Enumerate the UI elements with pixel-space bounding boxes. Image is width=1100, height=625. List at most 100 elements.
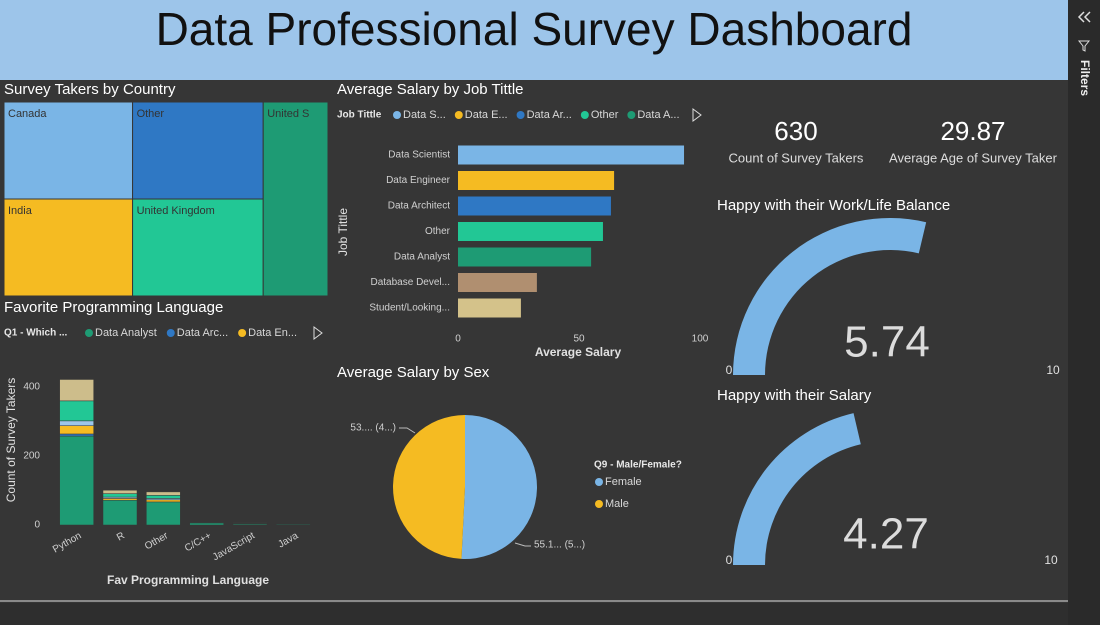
legend-label: Male	[605, 498, 629, 510]
legend-label: Other	[591, 109, 619, 121]
legend-label: Female	[605, 476, 642, 488]
gauge-min: 0	[726, 363, 733, 377]
filters-label[interactable]: Filters	[1078, 60, 1092, 96]
gauge-value: 5.74	[844, 318, 930, 367]
legend-label: Data Analyst	[95, 327, 157, 339]
leader-line	[514, 542, 531, 547]
y-axis-title: Job Tittle	[336, 208, 350, 256]
bar	[458, 145, 685, 165]
pie-slice	[392, 415, 465, 559]
kpi-value: 29.87	[940, 116, 1005, 146]
legend-next[interactable]	[313, 326, 323, 340]
legend-dot	[580, 111, 589, 119]
leader-line	[399, 427, 416, 434]
x-tick-label: Python	[51, 530, 83, 555]
collapse-icon[interactable]	[1077, 11, 1091, 23]
y-tick-label: Database Devel...	[371, 277, 451, 288]
tile-label: United Kingdom	[137, 205, 215, 217]
bar-segment	[189, 522, 224, 526]
x-tick-label: 50	[573, 334, 585, 345]
y-tick-label: 0	[34, 520, 40, 531]
chart-title: Favorite Programming Language	[4, 299, 223, 316]
chart-title: Survey Takers by Country	[4, 81, 176, 98]
legend-label: Data E...	[465, 109, 508, 121]
bar	[458, 273, 537, 292]
legend-label: Data S...	[403, 109, 446, 121]
x-axis-title: Average Salary	[535, 345, 622, 359]
bar-segment	[59, 379, 94, 402]
y-tick-label: Student/Looking...	[369, 303, 450, 314]
bar-segment	[276, 524, 311, 526]
bar-segment	[102, 498, 138, 501]
data-label: 53.... (4...)	[350, 423, 396, 434]
x-tick-label: Java	[276, 530, 300, 550]
filter-icon	[1077, 40, 1091, 52]
bar-segment	[59, 420, 94, 426]
tile-label: Other	[137, 108, 165, 120]
chart-title: Happy with their Salary	[717, 387, 872, 404]
kpi-label: Average Age of Survey Taker	[889, 150, 1058, 165]
bar	[458, 222, 603, 241]
bar-segment	[146, 495, 181, 499]
legend-dot	[166, 329, 175, 337]
y-tick-label: Data Analyst	[394, 252, 450, 263]
y-tick-label: Data Engineer	[386, 175, 451, 186]
x-tick-label: 100	[692, 334, 709, 345]
legend-title: Job Tittle	[337, 110, 382, 121]
tile-label: United S	[267, 108, 309, 120]
legend-label: Data Ar...	[527, 109, 572, 121]
y-axis-title: Count of Survey Takers	[4, 378, 18, 503]
legend-dot	[627, 111, 636, 119]
y-tick-label: 200	[23, 451, 40, 462]
legend-label: Data En...	[248, 327, 297, 339]
x-tick-label: C/C++	[183, 530, 214, 554]
tile-label: India	[8, 205, 33, 217]
bar	[458, 171, 615, 190]
title-banner	[0, 0, 1068, 80]
x-axis-title: Fav Programming Language	[107, 573, 269, 587]
bar-segment	[59, 433, 94, 437]
bar	[458, 196, 611, 216]
bar-segment	[102, 493, 138, 498]
legend-dot	[595, 478, 603, 486]
legend-label: Data A...	[637, 109, 679, 121]
footer	[0, 603, 1068, 625]
legend-dot	[595, 500, 603, 508]
bar-segment	[59, 425, 94, 435]
bar-segment	[102, 489, 138, 494]
dashboard-title: Data Professional Survey Dashboard	[156, 3, 913, 55]
legend-dot	[238, 329, 247, 337]
kpi-value: 630	[774, 116, 817, 146]
bar-segment	[146, 499, 181, 503]
filters-pane[interactable]	[1068, 0, 1100, 625]
gauge-value: 4.27	[843, 510, 929, 559]
y-tick-label: Data Architect	[388, 201, 450, 212]
bar-segment	[102, 499, 138, 526]
legend-dot	[85, 329, 93, 337]
chart-title: Average Salary by Job Tittle	[337, 81, 524, 98]
gauge-max: 10	[1046, 363, 1060, 377]
chart-title: Average Salary by Sex	[337, 364, 490, 381]
y-tick-label: Other	[425, 226, 451, 237]
data-label: 55.1... (5...)	[534, 540, 585, 551]
gauge-min: 0	[726, 553, 733, 567]
pie-slice	[461, 415, 537, 559]
legend-dot	[393, 111, 401, 119]
bar-segment	[146, 501, 181, 526]
x-tick-label: Other	[143, 530, 171, 552]
y-tick-label: Data Scientist	[388, 150, 450, 161]
chart-title: Happy with their Work/Life Balance	[717, 197, 950, 214]
treemap-tile	[262, 101, 329, 297]
x-tick-label: R	[115, 530, 127, 543]
treemap-tile	[3, 198, 134, 297]
bar	[458, 247, 592, 267]
x-tick-label: JavaScript	[211, 530, 257, 563]
legend-next[interactable]	[692, 108, 702, 122]
y-tick-label: 400	[23, 382, 40, 393]
legend-title: Q1 - Which ...	[4, 328, 68, 339]
legend-label: Data Arc...	[177, 327, 228, 339]
x-tick-label: 0	[455, 334, 461, 345]
bar-segment	[59, 435, 94, 526]
bar-segment	[146, 491, 181, 496]
